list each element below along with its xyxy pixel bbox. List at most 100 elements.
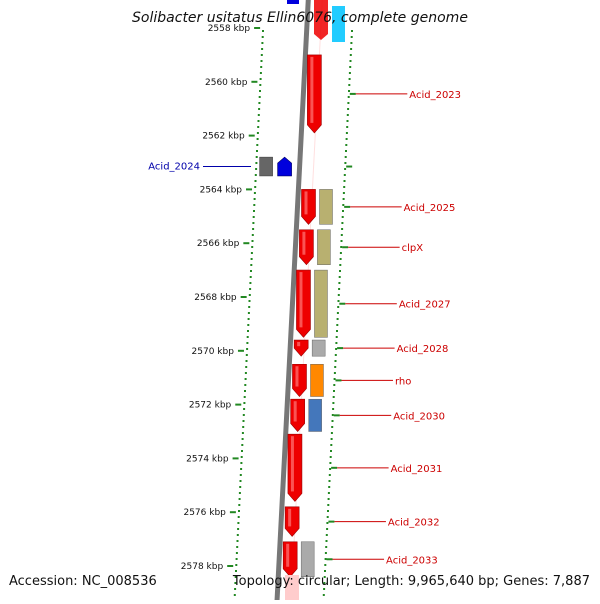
gene-arrow-Acid_2031[interactable] [287, 433, 303, 502]
ruler-dot [324, 552, 327, 554]
gene-arrow-rho[interactable] [292, 363, 307, 397]
ruler-dot [346, 126, 349, 128]
gene-labels: Acid_2023 Acid_2024 Acid_2025 clpX Acid_2027… [148, 90, 461, 566]
ruler-dot [249, 282, 252, 284]
ruler-dot [235, 564, 238, 566]
ruler-dot [235, 558, 238, 560]
ruler-dot [344, 156, 347, 158]
ruler-dot [242, 426, 245, 428]
gene-label-Acid_2028[interactable]: Acid_2028 [397, 344, 449, 355]
ruler-dot [331, 414, 334, 416]
ruler-dot [344, 168, 347, 170]
ruler-dot [333, 390, 335, 392]
ruler-dot [254, 180, 257, 182]
ruler-dot [237, 516, 240, 518]
ruler-dot [252, 216, 255, 218]
gene-label-Acid_2031[interactable]: Acid_2031 [391, 464, 443, 475]
ruler-dot [243, 408, 246, 410]
ruler-dot [242, 420, 245, 422]
ruler-dot [338, 276, 341, 278]
ruler-dot [342, 204, 345, 206]
ruler-dot [241, 450, 243, 452]
gene-label-Acid_2025[interactable]: Acid_2025 [404, 203, 456, 214]
ruler-dot [246, 348, 249, 350]
gene-label-Acid_2030[interactable]: Acid_2030 [393, 411, 445, 422]
ruler-dot [255, 156, 258, 158]
ruler-dot [260, 60, 263, 62]
ruler-dot [244, 384, 247, 386]
ruler-dot [351, 30, 353, 32]
ruler-dot [246, 336, 249, 338]
ruler-dot [256, 144, 259, 146]
gene-arrow-Acid_2028[interactable] [293, 339, 309, 357]
gene-label-clpX[interactable]: clpX [402, 243, 424, 254]
ruler-dot [237, 528, 240, 530]
gene-label-Acid_2024[interactable]: Acid_2024 [148, 162, 200, 173]
ruler-dot [325, 546, 328, 548]
genome-backbone [274, 0, 311, 603]
gene-label-Acid_2023[interactable]: Acid_2023 [409, 90, 461, 101]
gene-arrow-Acid_2025[interactable] [301, 189, 316, 225]
kbp-scale: 2558 kbp 2560 kbp 2562 kbp 2564 kbp 2566 kbp… [181, 24, 261, 572]
gene-arrow-Acid_2023[interactable] [307, 54, 322, 134]
ruler-dot [236, 534, 239, 536]
gene-label-rho[interactable]: rho [395, 376, 411, 387]
gene-arrow-Acid_2030[interactable] [290, 398, 305, 432]
ruler-dot [238, 498, 241, 500]
gene-label-Acid_2033[interactable]: Acid_2033 [386, 555, 438, 566]
ruler-dot [257, 120, 260, 122]
gene-arrow-Acid_2033[interactable] [282, 541, 298, 578]
ruler-dot [235, 552, 238, 554]
ruler-dot [328, 474, 331, 476]
scale-label: 2576 kbp [183, 508, 226, 518]
ruler-dot [341, 228, 344, 230]
ruler-dot [248, 306, 251, 308]
ruler-dot [345, 132, 348, 134]
scale-label: 2568 kbp [194, 293, 237, 303]
ruler-dot [345, 138, 348, 140]
ruler-dot [328, 480, 331, 482]
ruler-dot [233, 594, 236, 596]
gene-label-Acid_2032[interactable]: Acid_2032 [388, 518, 440, 529]
ruler-dot [254, 174, 257, 176]
ruler-dot [347, 108, 350, 110]
ruler-dot [259, 84, 262, 86]
ruler-dot [245, 366, 248, 368]
cog-box-Acid_2033 [300, 541, 315, 578]
gene-arrow-Acid_2024[interactable] [277, 156, 292, 177]
gene-arrow-Acid_2032[interactable] [284, 506, 300, 537]
ruler-dot [251, 234, 254, 236]
gene-highlight [302, 231, 306, 255]
ruler-dot [345, 150, 347, 152]
gene-arrow-partial[interactable] [314, 0, 328, 40]
gene-arrow-clpX[interactable] [299, 229, 314, 266]
ruler-dot [333, 384, 336, 386]
ruler-dot [339, 264, 342, 266]
gene-highlight [288, 508, 292, 527]
gene-arrow-Acid_2027[interactable] [296, 269, 311, 338]
ruler-dot [335, 348, 338, 350]
scale-tick [251, 80, 258, 83]
ruler-dot [237, 522, 240, 524]
ruler-dot [332, 408, 335, 410]
cog-box-Acid_2025 [319, 189, 333, 225]
ruler-dot [243, 396, 246, 398]
cog-box-rho [310, 364, 324, 397]
gene-arrow-partial-bottom[interactable] [285, 575, 299, 600]
ruler-tick [342, 246, 349, 249]
ruler-dot [332, 402, 335, 404]
ruler-tick [339, 302, 346, 305]
ruler-dot [350, 42, 353, 44]
gene-highlight [290, 436, 294, 492]
ruler-dot [339, 270, 341, 272]
scale-label: 2566 kbp [197, 239, 240, 249]
ruler-dot [255, 162, 258, 164]
ruler-dot [334, 354, 337, 356]
ruler-dot [342, 210, 344, 212]
gene-label-Acid_2027[interactable]: Acid_2027 [399, 300, 451, 311]
ruler-dot [252, 222, 255, 224]
gene-arrow-partial-rev[interactable] [287, 0, 299, 4]
ruler-tick [346, 165, 353, 168]
ruler-dot [343, 174, 346, 176]
